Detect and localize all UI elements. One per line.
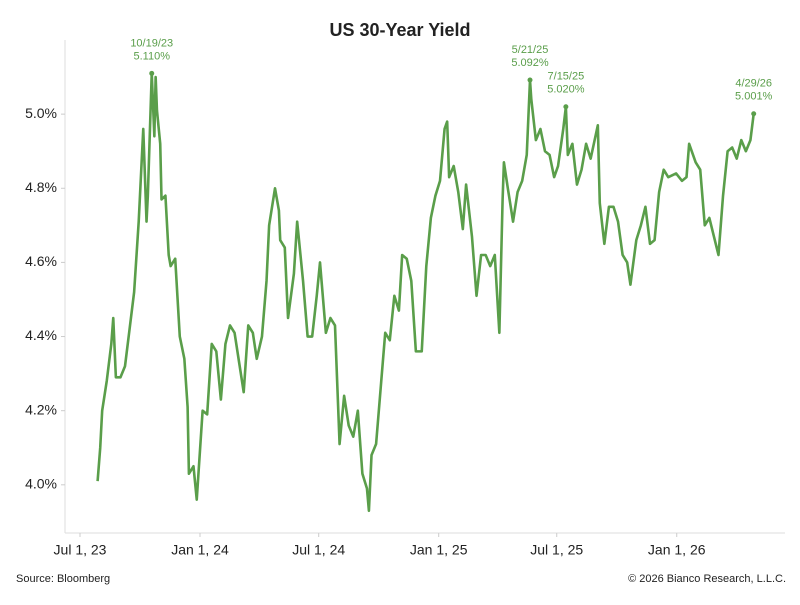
annotation-date: 5/21/25: [512, 44, 549, 56]
yield-line: [96, 72, 755, 513]
annotation-value: 5.001%: [735, 91, 773, 103]
x-tick-label: Jul 1, 23: [54, 542, 107, 558]
y-tick-label: 4.4%: [25, 327, 57, 343]
annotation-value: 5.110%: [133, 50, 170, 62]
annotation-value: 5.020%: [547, 84, 585, 96]
x-tick-label: Jan 1, 26: [648, 542, 706, 558]
y-tick-label: 4.2%: [25, 401, 57, 417]
x-tick-label: Jan 1, 24: [171, 542, 229, 558]
y-tick-label: 4.8%: [25, 179, 57, 195]
y-tick-label: 5.0%: [25, 105, 57, 121]
annotation-point: [149, 70, 155, 76]
annotation-point: [751, 111, 757, 117]
copyright: © 2026 Bianco Research, L.L.C.: [628, 573, 786, 585]
annotation-value: 5.092%: [511, 57, 549, 69]
annotation-date: 4/29/26: [735, 78, 772, 90]
x-tick-label: Jul 1, 24: [292, 542, 345, 558]
annotation-date: 7/15/25: [548, 71, 585, 83]
annotation-point: [527, 77, 533, 83]
y-tick-label: 4.6%: [25, 253, 57, 269]
chart-title: US 30-Year Yield: [329, 20, 470, 40]
y-tick-label: 4.0%: [25, 476, 57, 492]
x-tick-label: Jul 1, 25: [530, 542, 583, 558]
x-tick-label: Jan 1, 25: [410, 542, 468, 558]
annotation-point: [563, 104, 569, 110]
annotation-date: 10/19/23: [130, 37, 173, 49]
source: Source: Bloomberg: [16, 573, 110, 585]
